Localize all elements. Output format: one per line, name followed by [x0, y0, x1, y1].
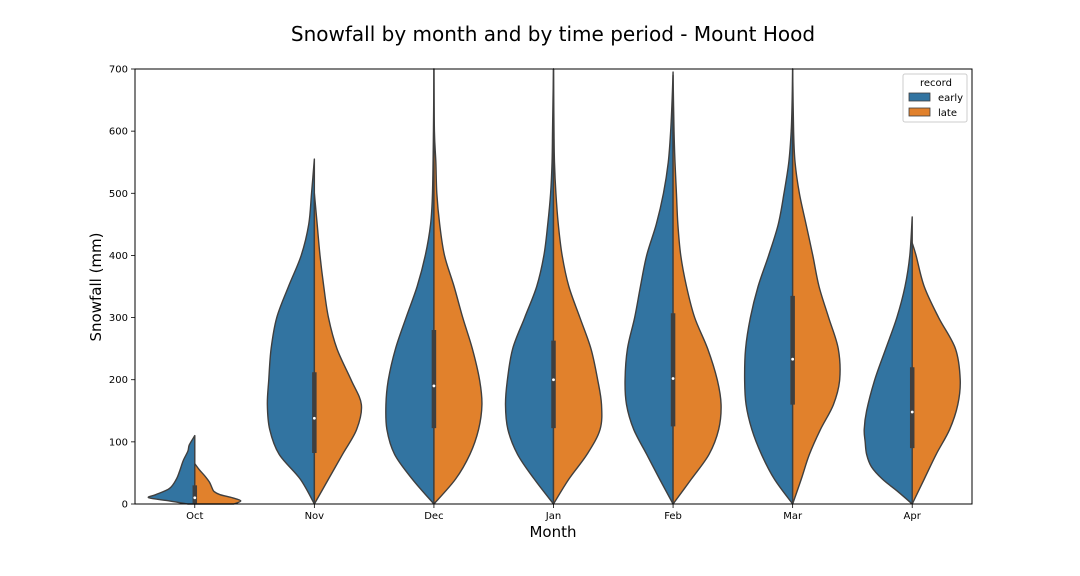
- plot-area: [147, 68, 961, 505]
- x-tick-label-dec: Dec: [424, 511, 443, 522]
- violin-late-nov: [313, 192, 363, 505]
- y-axis-label: Snowfall (mm): [87, 233, 105, 342]
- y-tick-label: 700: [109, 65, 128, 76]
- legend-label-early: early: [938, 93, 963, 104]
- median-point-jan: [552, 378, 555, 382]
- violin-late-feb: [672, 74, 722, 505]
- legend-swatch-late: [908, 107, 931, 117]
- y-tick-label: 600: [109, 127, 128, 138]
- median-point-mar: [791, 357, 795, 361]
- y-tick-label: 300: [109, 313, 128, 324]
- violin-early-dec: [385, 68, 435, 505]
- violin-early-jan: [504, 68, 555, 505]
- y-tick-label: 400: [109, 251, 128, 262]
- violin-early-oct: [147, 434, 196, 505]
- y-tick-label: 200: [109, 375, 128, 386]
- violin-late-mar: [791, 68, 841, 505]
- plot-frame: [134, 68, 973, 505]
- x-axis-label: Month: [529, 523, 576, 541]
- violin-early-mar: [743, 68, 794, 505]
- x-tick-label-jan: Jan: [545, 511, 561, 522]
- legend-label-late: late: [938, 108, 957, 119]
- violin-late-dec: [433, 68, 483, 505]
- x-tick-label-mar: Mar: [783, 511, 803, 522]
- violin-late-oct: [194, 462, 242, 505]
- x-tick-label-apr: Apr: [904, 511, 922, 522]
- chart-title: Snowfall by month and by time period - M…: [291, 22, 815, 46]
- violin-late-apr: [911, 242, 961, 505]
- y-tick-label: 500: [109, 189, 128, 200]
- violin-early-feb: [624, 71, 674, 505]
- x-tick-label-nov: Nov: [305, 511, 325, 522]
- legend-title: record: [920, 78, 952, 89]
- median-point-feb: [671, 377, 675, 380]
- x-tick-label-feb: Feb: [664, 511, 682, 522]
- y-axis: 0 100 200 300 400 500 600 700: [109, 65, 135, 511]
- violin-late-jan: [552, 68, 603, 505]
- legend-swatch-early: [908, 92, 931, 102]
- violin-early-nov: [266, 158, 316, 505]
- median-point-oct: [193, 496, 197, 500]
- x-tick-label-oct: Oct: [186, 511, 203, 522]
- violin-early-apr: [863, 216, 913, 505]
- x-axis: Oct Nov Dec Jan Feb Mar Apr: [186, 504, 922, 522]
- y-tick-label: 0: [122, 500, 128, 511]
- median-point-nov: [312, 416, 316, 420]
- legend: record early late: [902, 73, 968, 123]
- median-point-apr: [910, 410, 914, 414]
- y-tick-label: 100: [109, 437, 128, 448]
- median-point-dec: [432, 384, 436, 388]
